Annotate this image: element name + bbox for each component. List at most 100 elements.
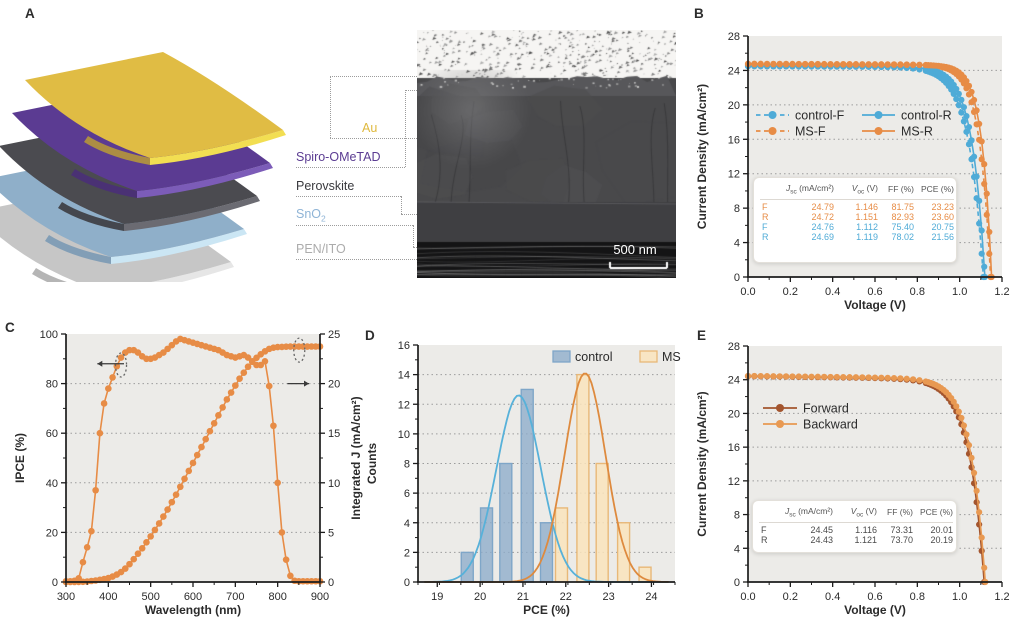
table-cell: 1.116 xyxy=(855,524,877,535)
y-tick-label: 4 xyxy=(404,518,410,530)
table-cell: 82.93 xyxy=(891,211,914,222)
dotted-leader-line xyxy=(296,196,401,197)
table-cell: 20.01 xyxy=(930,524,953,535)
table-row-label: F xyxy=(761,524,767,535)
x-axis-title: Wavelength (nm) xyxy=(145,603,241,617)
x-tick-label: 700 xyxy=(226,591,244,603)
table-cell: 24.79 xyxy=(811,201,834,212)
table-cell: 1.146 xyxy=(855,201,878,212)
y-tick-label: 20 xyxy=(728,408,740,420)
table-cell: 1.119 xyxy=(856,231,878,242)
y2-tick-label: 20 xyxy=(328,379,340,391)
dotted-leader-line xyxy=(330,76,331,138)
x-tick-label: 22 xyxy=(560,591,572,603)
y-axis-title: IPCE (%) xyxy=(13,433,27,483)
dotted-leader-line xyxy=(413,225,414,247)
dotted-leader-line xyxy=(405,90,417,91)
y-tick-label: 0 xyxy=(734,272,740,284)
legend-label: Backward xyxy=(803,418,858,432)
y2-tick-label: 10 xyxy=(328,478,340,490)
y2-tick-label: 25 xyxy=(328,329,340,341)
y-tick-label: 28 xyxy=(728,341,740,353)
dotted-leader-line xyxy=(330,76,417,77)
x-tick-label: 19 xyxy=(431,591,443,603)
panel-label-d: D xyxy=(365,328,376,343)
dotted-leader-line xyxy=(296,167,405,168)
layer-label-pen-ito: PEN/ITO xyxy=(296,242,346,256)
y-tick-label: 12 xyxy=(728,169,740,181)
y-tick-label: 14 xyxy=(398,370,410,382)
x-tick-label: 0.2 xyxy=(783,286,798,298)
y-tick-label: 12 xyxy=(728,476,740,488)
table-cell: 24.45 xyxy=(810,524,833,535)
y-tick-label: 4 xyxy=(734,543,740,555)
x-axis-title: Voltage (V) xyxy=(844,603,906,617)
panel-label-a: A xyxy=(25,6,36,21)
y2-axis-title: Integrated J (mA/cm²) xyxy=(349,396,363,519)
legend-label: MS-F xyxy=(795,125,826,139)
x-axis-title: PCE (%) xyxy=(523,603,570,617)
y2-tick-label: 5 xyxy=(328,527,334,539)
x-tick-label: 23 xyxy=(602,591,614,603)
table-header: PCE (%) xyxy=(920,184,954,195)
panel-label-b: B xyxy=(694,6,705,21)
layer-label-spiro-ometad: Spiro-OMeTAD xyxy=(296,150,381,164)
x-tick-label: 1.2 xyxy=(994,286,1009,298)
table-header: Voc (V) xyxy=(851,183,878,196)
table-cell: 24.69 xyxy=(811,231,834,242)
panel-label-c: C xyxy=(5,320,16,335)
dotted-leader-line xyxy=(296,259,417,260)
table-cell: 1.112 xyxy=(856,221,878,232)
x-tick-label: 1.0 xyxy=(952,591,967,603)
y-tick-label: 0 xyxy=(734,577,740,589)
legend-label: control-R xyxy=(901,109,952,123)
x-tick-label: 1.0 xyxy=(952,286,967,298)
table-cell: 24.76 xyxy=(811,221,834,232)
table-header: Jsc (mA/cm²) xyxy=(785,183,834,196)
chart-e: 0.0 0.2 0.4 0.6 0.8 1.0 1.2 0 4 8 12 16 20 24 28 Voltag… xyxy=(695,341,1010,617)
y-tick-label: 28 xyxy=(728,31,740,43)
y-tick-label: 16 xyxy=(728,442,740,454)
y-tick-label: 60 xyxy=(46,428,58,440)
dotted-leader-line xyxy=(401,214,417,215)
table-cell: 20.75 xyxy=(931,221,954,232)
sem-scale-bar-label: 500 nm xyxy=(613,242,657,257)
x-tick-label: 600 xyxy=(184,591,202,603)
table-row-label: R xyxy=(762,231,769,242)
x-tick-label: 500 xyxy=(141,591,159,603)
x-tick-label: 21 xyxy=(517,591,529,603)
table-row-label: F xyxy=(762,221,768,232)
x-tick-label: 300 xyxy=(57,591,75,603)
table-cell: 75.40 xyxy=(891,221,914,232)
legend-label: MS-R xyxy=(901,125,933,139)
x-tick-label: 0.0 xyxy=(740,591,755,603)
table-header: FF (%) xyxy=(888,184,914,195)
y-tick-label: 0 xyxy=(404,577,410,589)
table-header: PCE (%) xyxy=(919,507,953,518)
table-cell: 1.121 xyxy=(854,534,877,545)
x-tick-label: 0.6 xyxy=(867,286,882,298)
y-tick-label: 8 xyxy=(734,203,740,215)
y-tick-label: 16 xyxy=(728,134,740,146)
y-tick-label: 8 xyxy=(404,459,410,471)
sem-cross-section-image xyxy=(417,30,676,278)
x-tick-label: 900 xyxy=(311,591,329,603)
x-tick-label: 0.0 xyxy=(740,286,755,298)
table-cell: 73.70 xyxy=(890,534,913,545)
table-header: Voc (V) xyxy=(850,506,877,519)
table-row-label: F xyxy=(762,201,768,212)
table-cell: 23.23 xyxy=(931,201,954,212)
dotted-leader-line xyxy=(413,247,417,248)
y-tick-label: 0 xyxy=(52,577,58,589)
y-tick-label: 24 xyxy=(728,375,740,387)
y-tick-label: 10 xyxy=(398,429,410,441)
x-axis-title: Voltage (V) xyxy=(844,298,906,312)
dotted-leader-line xyxy=(405,90,406,167)
y-axis-title: Counts xyxy=(365,443,379,485)
y-tick-label: 6 xyxy=(404,488,410,500)
chart-c: 300 400 500 600 700 800 900 0 20 40 60 80 100 0 5 10 15 2… xyxy=(13,329,363,617)
dotted-leader-line xyxy=(401,196,402,214)
x-tick-label: 20 xyxy=(474,591,486,603)
